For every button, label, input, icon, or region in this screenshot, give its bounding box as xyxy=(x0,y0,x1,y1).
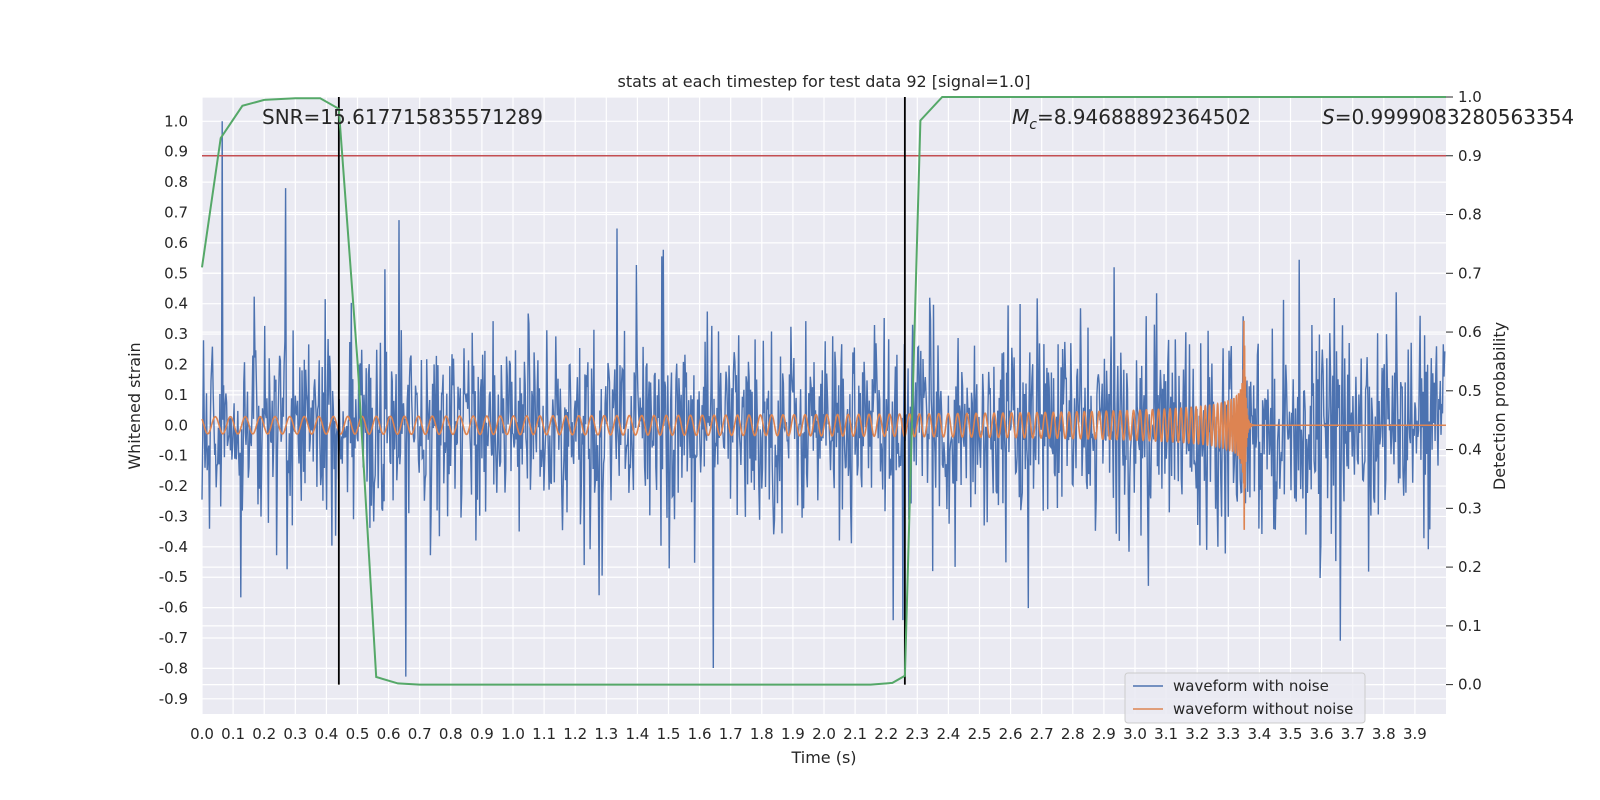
x-tick-label: 0.7 xyxy=(408,725,432,743)
y2-tick-label: 0.7 xyxy=(1458,264,1482,282)
clean-waveform-series xyxy=(201,320,1446,530)
x-tick-label: 3.9 xyxy=(1403,725,1427,743)
y-tick-label: 1.0 xyxy=(164,112,188,130)
x-tick-label: 3.7 xyxy=(1341,725,1365,743)
y-tick-label: 0.8 xyxy=(164,173,188,191)
x-tick-label: 1.1 xyxy=(532,725,556,743)
x-tick-label: 2.0 xyxy=(812,725,836,743)
y-tick-label: -0.6 xyxy=(159,599,188,617)
y2-tick-label: 0.1 xyxy=(1458,617,1482,635)
chirp-mass-value: =8.94688892364502 xyxy=(1037,105,1251,129)
axis-ticks: 0.0 0.1 0.2 0.3 0.4 0.5 0.6 0.7 0.8 0.9 1.0 1.1 1.2 1… xyxy=(159,88,1482,743)
x-tick-label: 1.5 xyxy=(657,725,681,743)
x-tick-label: 3.2 xyxy=(1185,725,1209,743)
y-tick-label: -0.7 xyxy=(159,629,188,647)
x-tick-label: 3.8 xyxy=(1372,725,1396,743)
x-tick-label: 2.6 xyxy=(999,725,1023,743)
y-tick-label: 0.5 xyxy=(164,264,188,282)
x-tick-label: 2.9 xyxy=(1092,725,1116,743)
x-tick-label: 3.1 xyxy=(1154,725,1178,743)
y2-tick-label: 0.4 xyxy=(1458,441,1482,459)
legend: waveform with noise waveform without noi… xyxy=(1124,672,1366,724)
y-tick-label: -0.5 xyxy=(159,568,188,586)
x-tick-label: 2.1 xyxy=(843,725,867,743)
grid xyxy=(201,96,1446,714)
x-tick-label: 1.4 xyxy=(625,725,649,743)
overlay-lines xyxy=(201,96,1446,686)
x-axis-label: Time (s) xyxy=(790,748,856,767)
y-axis-label: Whitened strain xyxy=(125,342,144,469)
y2-tick-label: 1.0 xyxy=(1458,88,1482,106)
legend-box xyxy=(1124,672,1366,724)
y2-tick-label: 0.5 xyxy=(1458,382,1482,400)
x-tick-label: 0.5 xyxy=(346,725,370,743)
y-tick-label: 0.0 xyxy=(164,416,188,434)
y-tick-label: 0.9 xyxy=(164,143,188,161)
x-tick-label: 2.2 xyxy=(874,725,898,743)
x-tick-label: 1.3 xyxy=(594,725,618,743)
chirp-mass-subscript: c xyxy=(1029,117,1037,133)
score-symbol: S xyxy=(1322,105,1335,129)
y2-tick-label: 0.6 xyxy=(1458,323,1482,341)
y-tick-label: -0.8 xyxy=(159,659,188,677)
snr-annotation: SNR=15.617715835571289 xyxy=(262,105,543,129)
y-tick-label: 0.4 xyxy=(164,295,188,313)
y-tick-label: -0.1 xyxy=(159,447,188,465)
x-tick-label: 3.3 xyxy=(1216,725,1240,743)
x-tick-label: 0.0 xyxy=(190,725,214,743)
chirp-mass-symbol: M xyxy=(1012,105,1029,129)
x-tick-label: 0.3 xyxy=(283,725,307,743)
x-tick-label: 1.8 xyxy=(750,725,774,743)
y-tick-label: 0.1 xyxy=(164,386,188,404)
x-tick-label: 2.5 xyxy=(968,725,992,743)
x-tick-label: 1.9 xyxy=(781,725,805,743)
legend-label-clean: waveform without noise xyxy=(1173,700,1353,718)
x-tick-label: 1.7 xyxy=(719,725,743,743)
score-value: =0.9999083280563354 xyxy=(1335,105,1574,129)
x-tick-label: 1.6 xyxy=(688,725,712,743)
y-tick-label: 0.3 xyxy=(164,325,188,343)
detection-probability-line xyxy=(201,96,1446,686)
y2-tick-label: 0.3 xyxy=(1458,499,1482,517)
x-tick-label: 3.0 xyxy=(1123,725,1147,743)
x-tick-label: 0.8 xyxy=(439,725,463,743)
y-tick-label: -0.9 xyxy=(159,690,188,708)
x-tick-label: 2.3 xyxy=(905,725,929,743)
legend-label-noisy: waveform with noise xyxy=(1173,677,1329,695)
y2-tick-label: 0.8 xyxy=(1458,206,1482,224)
y-tick-label: 0.7 xyxy=(164,203,188,221)
y2-axis-label: Detection probability xyxy=(1490,322,1509,490)
x-tick-label: 1.0 xyxy=(501,725,525,743)
y2-tick-label: 0.0 xyxy=(1458,676,1482,694)
y2-tick-label: 0.9 xyxy=(1458,147,1482,165)
clean-waveform-line xyxy=(201,320,1446,530)
y-tick-label: 0.6 xyxy=(164,234,188,252)
x-tick-label: 0.2 xyxy=(252,725,276,743)
score-annotation: S=0.9999083280563354 xyxy=(1322,105,1574,129)
y-tick-label: -0.4 xyxy=(159,538,188,556)
y-tick-label: 0.2 xyxy=(164,355,188,373)
x-tick-label: 2.4 xyxy=(936,725,960,743)
y2-tick-label: 0.2 xyxy=(1458,558,1482,576)
x-tick-label: 0.1 xyxy=(221,725,245,743)
x-tick-label: 2.8 xyxy=(1061,725,1085,743)
y-tick-label: -0.3 xyxy=(159,507,188,525)
x-tick-label: 1.2 xyxy=(563,725,587,743)
y-tick-label: -0.2 xyxy=(159,477,188,495)
x-tick-label: 3.6 xyxy=(1310,725,1334,743)
chart-title: stats at each timestep for test data 92 … xyxy=(618,72,1031,91)
x-tick-label: 0.4 xyxy=(314,725,338,743)
x-tick-label: 3.5 xyxy=(1279,725,1303,743)
x-tick-label: 2.7 xyxy=(1030,725,1054,743)
chirp-mass-annotation: Mc=8.94688892364502 xyxy=(1012,105,1251,133)
x-tick-label: 3.4 xyxy=(1247,725,1271,743)
x-tick-label: 0.6 xyxy=(377,725,401,743)
x-tick-label: 0.9 xyxy=(470,725,494,743)
